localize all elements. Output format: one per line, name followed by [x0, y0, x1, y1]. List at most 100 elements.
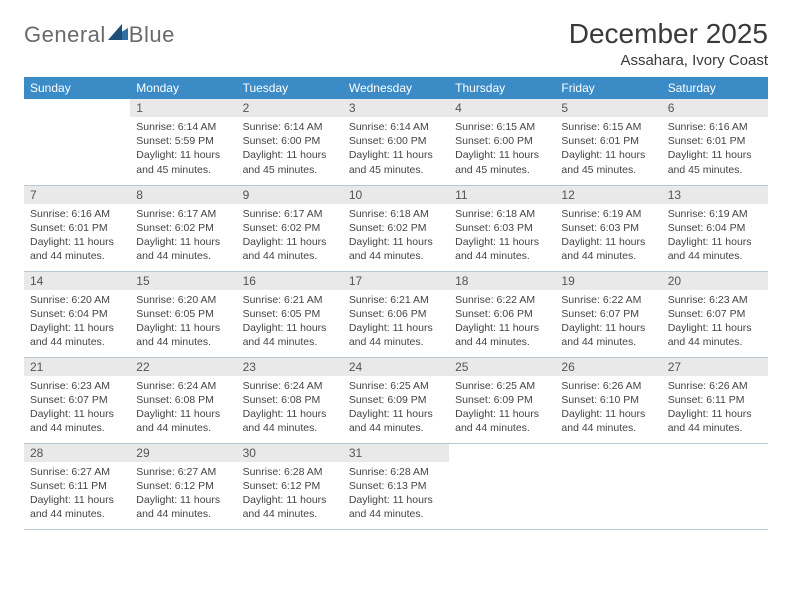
sunset-text: Sunset: 6:03 PM	[561, 221, 655, 235]
calendar-cell: 3Sunrise: 6:14 AMSunset: 6:00 PMDaylight…	[343, 99, 449, 185]
day-details: Sunrise: 6:27 AMSunset: 6:12 PMDaylight:…	[130, 462, 236, 528]
day-details: Sunrise: 6:21 AMSunset: 6:06 PMDaylight:…	[343, 290, 449, 356]
sunset-text: Sunset: 6:06 PM	[349, 307, 443, 321]
sunrise-text: Sunrise: 6:28 AM	[243, 465, 337, 479]
sunset-text: Sunset: 6:12 PM	[136, 479, 230, 493]
day-number: 12	[555, 186, 661, 204]
calendar-cell: 9Sunrise: 6:17 AMSunset: 6:02 PMDaylight…	[237, 185, 343, 271]
day-details: Sunrise: 6:26 AMSunset: 6:11 PMDaylight:…	[662, 376, 768, 442]
day-number: 19	[555, 272, 661, 290]
day-number: 1	[130, 99, 236, 117]
calendar-cell: 25Sunrise: 6:25 AMSunset: 6:09 PMDayligh…	[449, 357, 555, 443]
daylight-text: Daylight: 11 hours and 44 minutes.	[561, 407, 655, 435]
logo-mark-icon	[108, 20, 128, 46]
calendar-cell: 11Sunrise: 6:18 AMSunset: 6:03 PMDayligh…	[449, 185, 555, 271]
day-details: Sunrise: 6:14 AMSunset: 6:00 PMDaylight:…	[343, 117, 449, 183]
calendar-cell: 21Sunrise: 6:23 AMSunset: 6:07 PMDayligh…	[24, 357, 130, 443]
sunset-text: Sunset: 6:06 PM	[455, 307, 549, 321]
sunrise-text: Sunrise: 6:27 AM	[30, 465, 124, 479]
sunset-text: Sunset: 6:01 PM	[668, 134, 762, 148]
day-details: Sunrise: 6:24 AMSunset: 6:08 PMDaylight:…	[130, 376, 236, 442]
sunrise-text: Sunrise: 6:15 AM	[561, 120, 655, 134]
day-number: 15	[130, 272, 236, 290]
day-details: Sunrise: 6:16 AMSunset: 6:01 PMDaylight:…	[662, 117, 768, 183]
daylight-text: Daylight: 11 hours and 44 minutes.	[136, 407, 230, 435]
day-details: Sunrise: 6:20 AMSunset: 6:04 PMDaylight:…	[24, 290, 130, 356]
sunset-text: Sunset: 6:01 PM	[561, 134, 655, 148]
day-number: 7	[24, 186, 130, 204]
day-number: 9	[237, 186, 343, 204]
sunset-text: Sunset: 6:05 PM	[136, 307, 230, 321]
day-details: Sunrise: 6:18 AMSunset: 6:03 PMDaylight:…	[449, 204, 555, 270]
day-number	[662, 444, 768, 462]
sunrise-text: Sunrise: 6:20 AM	[136, 293, 230, 307]
weekday-header: Saturday	[662, 77, 768, 99]
sunset-text: Sunset: 6:02 PM	[349, 221, 443, 235]
day-details: Sunrise: 6:22 AMSunset: 6:06 PMDaylight:…	[449, 290, 555, 356]
weekday-header: Monday	[130, 77, 236, 99]
daylight-text: Daylight: 11 hours and 44 minutes.	[136, 321, 230, 349]
day-number: 18	[449, 272, 555, 290]
day-number: 22	[130, 358, 236, 376]
calendar-cell: 19Sunrise: 6:22 AMSunset: 6:07 PMDayligh…	[555, 271, 661, 357]
calendar-cell: 20Sunrise: 6:23 AMSunset: 6:07 PMDayligh…	[662, 271, 768, 357]
sunrise-text: Sunrise: 6:23 AM	[30, 379, 124, 393]
sunrise-text: Sunrise: 6:17 AM	[136, 207, 230, 221]
sunset-text: Sunset: 6:12 PM	[243, 479, 337, 493]
calendar-cell: 1Sunrise: 6:14 AMSunset: 5:59 PMDaylight…	[130, 99, 236, 185]
day-details: Sunrise: 6:22 AMSunset: 6:07 PMDaylight:…	[555, 290, 661, 356]
calendar-cell: 4Sunrise: 6:15 AMSunset: 6:00 PMDaylight…	[449, 99, 555, 185]
day-number: 6	[662, 99, 768, 117]
day-details: Sunrise: 6:20 AMSunset: 6:05 PMDaylight:…	[130, 290, 236, 356]
calendar-cell: 28Sunrise: 6:27 AMSunset: 6:11 PMDayligh…	[24, 443, 130, 529]
calendar-cell: 15Sunrise: 6:20 AMSunset: 6:05 PMDayligh…	[130, 271, 236, 357]
calendar-cell: 31Sunrise: 6:28 AMSunset: 6:13 PMDayligh…	[343, 443, 449, 529]
logo: General Blue	[24, 22, 175, 48]
sunrise-text: Sunrise: 6:19 AM	[668, 207, 762, 221]
sunset-text: Sunset: 6:09 PM	[455, 393, 549, 407]
day-number: 30	[237, 444, 343, 462]
day-details: Sunrise: 6:19 AMSunset: 6:03 PMDaylight:…	[555, 204, 661, 270]
sunset-text: Sunset: 6:00 PM	[349, 134, 443, 148]
sunset-text: Sunset: 6:00 PM	[455, 134, 549, 148]
daylight-text: Daylight: 11 hours and 45 minutes.	[561, 148, 655, 176]
sunrise-text: Sunrise: 6:25 AM	[349, 379, 443, 393]
daylight-text: Daylight: 11 hours and 44 minutes.	[30, 407, 124, 435]
sunrise-text: Sunrise: 6:28 AM	[349, 465, 443, 479]
day-details: Sunrise: 6:23 AMSunset: 6:07 PMDaylight:…	[24, 376, 130, 442]
day-number: 11	[449, 186, 555, 204]
sunset-text: Sunset: 6:02 PM	[136, 221, 230, 235]
sunrise-text: Sunrise: 6:26 AM	[668, 379, 762, 393]
calendar-cell: 13Sunrise: 6:19 AMSunset: 6:04 PMDayligh…	[662, 185, 768, 271]
sunrise-text: Sunrise: 6:22 AM	[561, 293, 655, 307]
day-number: 10	[343, 186, 449, 204]
sunset-text: Sunset: 6:05 PM	[243, 307, 337, 321]
sunrise-text: Sunrise: 6:14 AM	[349, 120, 443, 134]
daylight-text: Daylight: 11 hours and 44 minutes.	[349, 493, 443, 521]
sunset-text: Sunset: 6:04 PM	[668, 221, 762, 235]
day-number	[24, 99, 130, 117]
day-number	[449, 444, 555, 462]
header: General Blue December 2025 Assahara, Ivo…	[24, 18, 768, 69]
daylight-text: Daylight: 11 hours and 45 minutes.	[136, 148, 230, 176]
day-number: 5	[555, 99, 661, 117]
daylight-text: Daylight: 11 hours and 44 minutes.	[561, 321, 655, 349]
sunrise-text: Sunrise: 6:18 AM	[455, 207, 549, 221]
calendar-cell: 29Sunrise: 6:27 AMSunset: 6:12 PMDayligh…	[130, 443, 236, 529]
calendar-cell: 7Sunrise: 6:16 AMSunset: 6:01 PMDaylight…	[24, 185, 130, 271]
daylight-text: Daylight: 11 hours and 44 minutes.	[30, 321, 124, 349]
sunset-text: Sunset: 6:00 PM	[243, 134, 337, 148]
sunrise-text: Sunrise: 6:27 AM	[136, 465, 230, 479]
calendar-cell: 26Sunrise: 6:26 AMSunset: 6:10 PMDayligh…	[555, 357, 661, 443]
day-number: 13	[662, 186, 768, 204]
sunrise-text: Sunrise: 6:24 AM	[136, 379, 230, 393]
weekday-header: Sunday	[24, 77, 130, 99]
day-number: 16	[237, 272, 343, 290]
calendar-cell: 6Sunrise: 6:16 AMSunset: 6:01 PMDaylight…	[662, 99, 768, 185]
calendar-cell	[555, 443, 661, 529]
day-details: Sunrise: 6:14 AMSunset: 6:00 PMDaylight:…	[237, 117, 343, 183]
daylight-text: Daylight: 11 hours and 44 minutes.	[136, 493, 230, 521]
day-details: Sunrise: 6:24 AMSunset: 6:08 PMDaylight:…	[237, 376, 343, 442]
day-details: Sunrise: 6:28 AMSunset: 6:13 PMDaylight:…	[343, 462, 449, 528]
day-details: Sunrise: 6:14 AMSunset: 5:59 PMDaylight:…	[130, 117, 236, 183]
